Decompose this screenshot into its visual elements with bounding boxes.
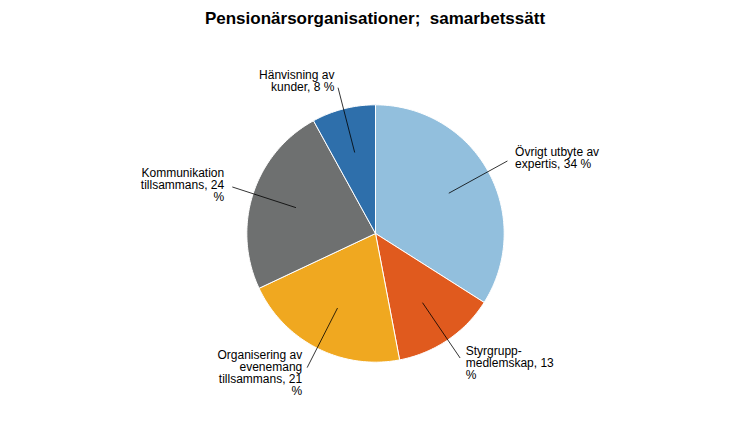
svg-text:Styrgrupp-medlemskap, 13%: Styrgrupp-medlemskap, 13% bbox=[466, 344, 554, 382]
svg-text:Kommunikationtillsammans, 24%: Kommunikationtillsammans, 24% bbox=[141, 166, 225, 204]
svg-text:Organisering avevenemangtillsa: Organisering avevenemangtillsammans, 21% bbox=[218, 348, 303, 398]
svg-text:Övrigt utbyte avexpertis, 34 %: Övrigt utbyte avexpertis, 34 % bbox=[515, 145, 599, 171]
html-text:Pensionärsorganisationer; sama: Pensionärsorganisationer; samarbetssätt bbox=[204, 9, 546, 28]
svg-text:Hänvisning avkunder, 8 %: Hänvisning avkunder, 8 % bbox=[259, 68, 335, 94]
